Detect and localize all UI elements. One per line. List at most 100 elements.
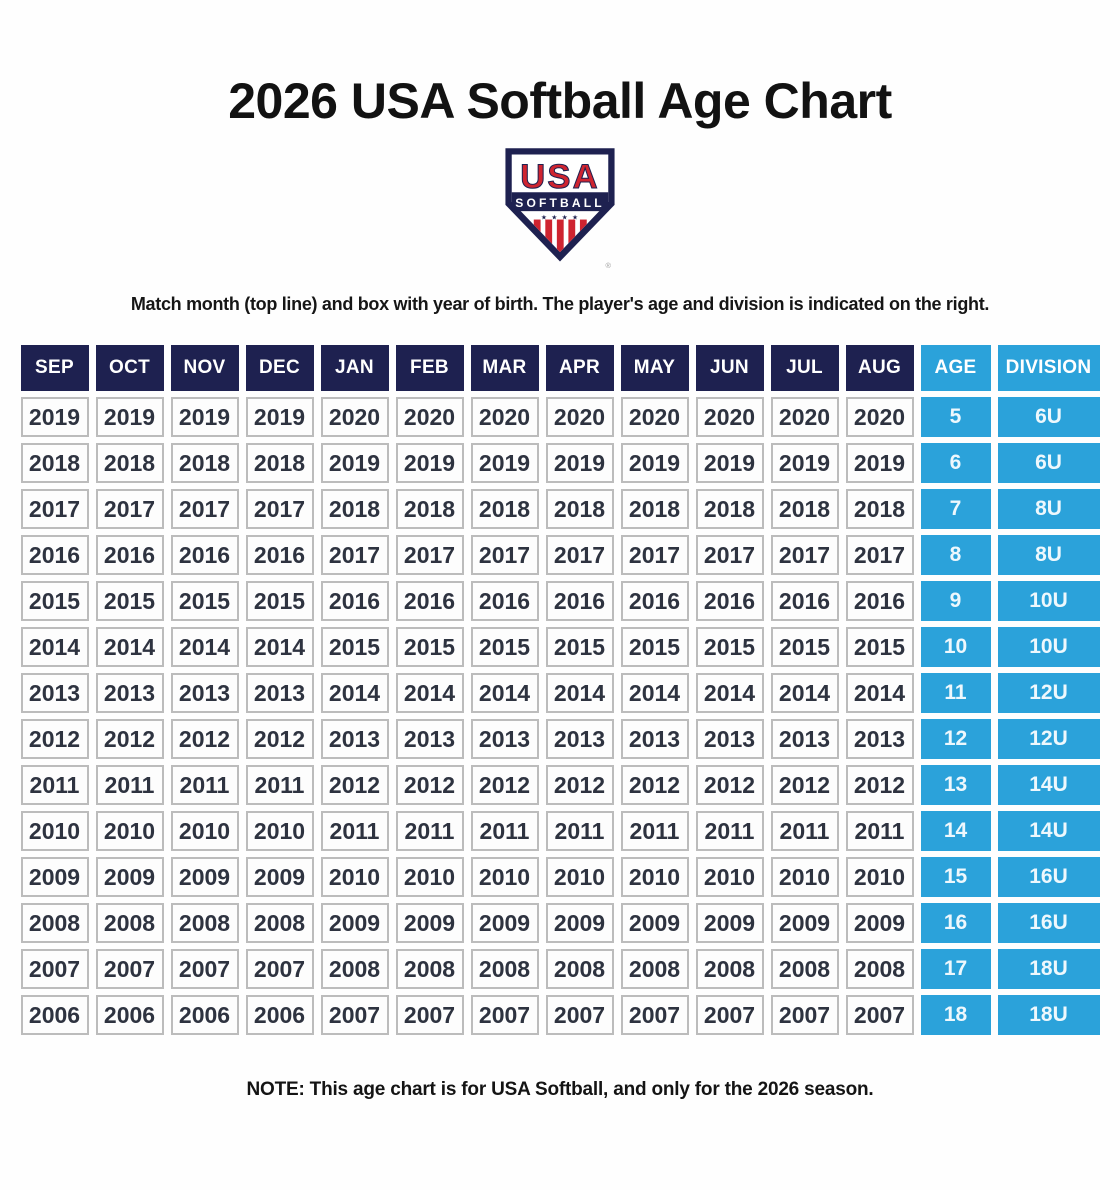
year-cell: 2013 bbox=[695, 719, 764, 759]
division-cell: 18U bbox=[997, 949, 1100, 989]
year-cell: 2007 bbox=[245, 949, 314, 989]
year-cell: 2013 bbox=[770, 719, 839, 759]
year-cell: 2010 bbox=[170, 811, 239, 851]
year-cell: 2014 bbox=[395, 673, 464, 713]
col-header-dec: DEC bbox=[245, 345, 314, 391]
col-header-mar: MAR bbox=[470, 345, 539, 391]
year-cell: 2016 bbox=[245, 535, 314, 575]
division-cell: 10U bbox=[997, 581, 1100, 621]
year-cell: 2013 bbox=[620, 719, 689, 759]
year-cell: 2020 bbox=[620, 397, 689, 437]
year-cell: 2012 bbox=[845, 765, 914, 805]
col-header-jan: JAN bbox=[320, 345, 389, 391]
year-cell: 2009 bbox=[245, 857, 314, 897]
year-cell: 2008 bbox=[545, 949, 614, 989]
year-cell: 2014 bbox=[770, 673, 839, 713]
year-cell: 2008 bbox=[845, 949, 914, 989]
year-cell: 2020 bbox=[695, 397, 764, 437]
col-header-jun: JUN bbox=[695, 345, 764, 391]
year-cell: 2019 bbox=[770, 443, 839, 483]
col-header-age: AGE bbox=[920, 345, 991, 391]
year-cell: 2008 bbox=[395, 949, 464, 989]
age-cell: 18 bbox=[920, 995, 991, 1035]
year-cell: 2013 bbox=[545, 719, 614, 759]
year-cell: 2015 bbox=[245, 581, 314, 621]
year-cell: 2007 bbox=[770, 995, 839, 1035]
year-cell: 2017 bbox=[395, 535, 464, 575]
year-cell: 2013 bbox=[320, 719, 389, 759]
year-cell: 2015 bbox=[170, 581, 239, 621]
year-cell: 2008 bbox=[470, 949, 539, 989]
year-cell: 2017 bbox=[770, 535, 839, 575]
division-cell: 12U bbox=[997, 719, 1100, 759]
col-header-nov: NOV bbox=[170, 345, 239, 391]
year-cell: 2011 bbox=[170, 765, 239, 805]
note-text: NOTE: This age chart is for USA Softball… bbox=[246, 1079, 874, 1100]
year-cell: 2010 bbox=[395, 857, 464, 897]
year-cell: 2015 bbox=[395, 627, 464, 667]
year-cell: 2007 bbox=[470, 995, 539, 1035]
year-cell: 2012 bbox=[770, 765, 839, 805]
year-cell: 2020 bbox=[395, 397, 464, 437]
year-cell: 2016 bbox=[20, 535, 89, 575]
year-cell: 2009 bbox=[170, 857, 239, 897]
year-cell: 2016 bbox=[170, 535, 239, 575]
year-cell: 2010 bbox=[845, 857, 914, 897]
age-cell: 10 bbox=[920, 627, 991, 667]
year-cell: 2010 bbox=[620, 857, 689, 897]
age-cell: 13 bbox=[920, 765, 991, 805]
year-cell: 2016 bbox=[620, 581, 689, 621]
year-cell: 2011 bbox=[695, 811, 764, 851]
year-cell: 2014 bbox=[170, 627, 239, 667]
year-cell: 2019 bbox=[620, 443, 689, 483]
division-cell: 8U bbox=[997, 535, 1100, 575]
year-cell: 2010 bbox=[95, 811, 164, 851]
year-cell: 2009 bbox=[545, 903, 614, 943]
division-cell: 10U bbox=[997, 627, 1100, 667]
year-cell: 2018 bbox=[695, 489, 764, 529]
year-cell: 2009 bbox=[95, 857, 164, 897]
year-cell: 2014 bbox=[95, 627, 164, 667]
age-cell: 11 bbox=[920, 673, 991, 713]
year-cell: 2009 bbox=[470, 903, 539, 943]
year-cell: 2006 bbox=[20, 995, 89, 1035]
year-cell: 2008 bbox=[770, 949, 839, 989]
year-cell: 2020 bbox=[545, 397, 614, 437]
year-cell: 2018 bbox=[95, 443, 164, 483]
col-header-aug: AUG bbox=[845, 345, 914, 391]
year-cell: 2015 bbox=[770, 627, 839, 667]
col-header-apr: APR bbox=[545, 345, 614, 391]
year-cell: 2006 bbox=[170, 995, 239, 1035]
year-cell: 2018 bbox=[620, 489, 689, 529]
age-table: SEP OCT NOV DEC JAN FEB MAR APR MAY JUN JUL AUG AGE D… bbox=[0, 345, 1120, 1035]
year-cell: 2019 bbox=[95, 397, 164, 437]
col-header-sep: SEP bbox=[20, 345, 89, 391]
year-cell: 2015 bbox=[20, 581, 89, 621]
year-cell: 2007 bbox=[170, 949, 239, 989]
year-cell: 2010 bbox=[545, 857, 614, 897]
year-cell: 2010 bbox=[320, 857, 389, 897]
division-cell: 16U bbox=[997, 903, 1100, 943]
year-cell: 2016 bbox=[695, 581, 764, 621]
year-cell: 2017 bbox=[845, 535, 914, 575]
division-cell: 14U bbox=[997, 811, 1100, 851]
year-cell: 2016 bbox=[845, 581, 914, 621]
age-cell: 9 bbox=[920, 581, 991, 621]
year-cell: 2011 bbox=[320, 811, 389, 851]
col-header-division: DIVISION bbox=[997, 345, 1100, 391]
year-cell: 2016 bbox=[545, 581, 614, 621]
year-cell: 2018 bbox=[470, 489, 539, 529]
year-cell: 2013 bbox=[245, 673, 314, 713]
col-header-oct: OCT bbox=[95, 345, 164, 391]
year-cell: 2019 bbox=[320, 443, 389, 483]
year-cell: 2012 bbox=[470, 765, 539, 805]
year-cell: 2009 bbox=[320, 903, 389, 943]
year-cell: 2011 bbox=[20, 765, 89, 805]
year-cell: 2017 bbox=[95, 489, 164, 529]
year-cell: 2008 bbox=[620, 949, 689, 989]
year-cell: 2012 bbox=[395, 765, 464, 805]
year-cell: 2014 bbox=[695, 673, 764, 713]
year-cell: 2018 bbox=[320, 489, 389, 529]
year-cell: 2018 bbox=[170, 443, 239, 483]
division-cell: 6U bbox=[997, 443, 1100, 483]
